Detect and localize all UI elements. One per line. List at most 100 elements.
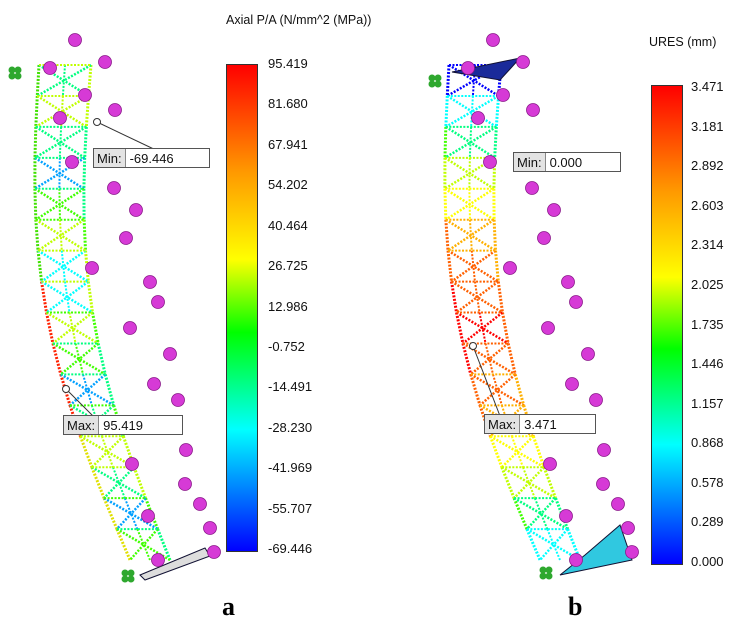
- fixture-marker: [121, 569, 135, 583]
- colorbar-tick-label: 95.419: [268, 56, 308, 71]
- load-marker: [68, 33, 82, 47]
- truss-member: [443, 188, 448, 220]
- truss-member: [36, 250, 44, 282]
- truss-member: [455, 311, 509, 345]
- min-key-b: Min:: [514, 153, 546, 171]
- load-marker: [543, 457, 557, 471]
- load-marker: [53, 111, 67, 125]
- truss-member: [494, 250, 500, 282]
- truss-member: [78, 435, 94, 468]
- truss-member: [35, 94, 90, 128]
- truss-member: [69, 373, 107, 407]
- min-callout-a: Min: -69.446: [93, 148, 210, 168]
- max-key-b: Max:: [485, 415, 521, 433]
- truss-member: [492, 219, 498, 251]
- load-marker: [203, 521, 217, 535]
- truss-member: [40, 281, 48, 313]
- fixture-marker: [8, 66, 22, 80]
- colorbar-tick-label: 2.314: [691, 237, 724, 253]
- truss-member: [35, 64, 41, 97]
- truss-member: [83, 126, 88, 158]
- truss-member: [539, 528, 569, 561]
- truss-member: [531, 435, 546, 468]
- colorbar-tick-label: 1.157: [691, 395, 724, 411]
- load-marker: [43, 61, 57, 75]
- load-marker: [107, 181, 121, 195]
- truss-member: [68, 404, 82, 437]
- colorbar-tick-label: -14.491: [268, 379, 313, 395]
- truss-member: [542, 466, 557, 499]
- load-and-fixture-markers: [8, 33, 639, 583]
- colorbar-tick-label: 0.578: [691, 474, 724, 490]
- load-marker: [65, 155, 79, 169]
- truss-member: [38, 63, 90, 97]
- truss-member: [447, 249, 499, 283]
- truss-member: [446, 250, 454, 282]
- truss-member: [100, 435, 114, 468]
- load-marker: [565, 377, 579, 391]
- truss-member: [444, 125, 497, 159]
- load-marker: [581, 347, 595, 361]
- colorbar-tick-label: -41.969: [268, 460, 313, 476]
- colorbar-tick-label: 54.202: [268, 177, 308, 193]
- load-marker: [483, 155, 497, 169]
- truss-member: [448, 63, 500, 97]
- truss-member: [510, 435, 524, 468]
- load-marker: [569, 553, 583, 567]
- callout-leader: [96, 121, 161, 153]
- load-marker: [526, 103, 540, 117]
- truss-member: [91, 312, 100, 344]
- load-marker: [486, 33, 500, 47]
- load-marker: [625, 545, 639, 559]
- max-callout-b: Max: 3.471: [484, 414, 596, 434]
- max-key-a: Max:: [64, 416, 100, 434]
- truss-member: [82, 374, 93, 406]
- truss-member: [52, 342, 106, 376]
- truss-member: [522, 404, 535, 437]
- probe-point: [469, 342, 477, 350]
- truss-member: [34, 156, 86, 190]
- truss-member: [59, 342, 99, 376]
- colorbar-tick-label: 1.735: [691, 316, 724, 332]
- colorbar-tick-label: 67.941: [268, 136, 308, 152]
- load-marker: [611, 497, 625, 511]
- load-marker: [178, 477, 192, 491]
- panel-label-a: a: [222, 592, 235, 621]
- load-marker: [207, 545, 221, 559]
- load-marker: [596, 477, 610, 491]
- truss-member: [500, 405, 513, 437]
- truss-member: [35, 187, 85, 221]
- truss-member: [121, 435, 136, 468]
- truss-member: [82, 219, 88, 251]
- load-marker: [496, 88, 510, 102]
- truss-member: [136, 528, 151, 561]
- load-marker: [129, 203, 143, 217]
- truss-member: [455, 280, 500, 314]
- load-marker: [151, 553, 165, 567]
- colorbar-tick-label: 3.471: [691, 79, 724, 94]
- truss-member: [90, 435, 125, 469]
- truss-member: [444, 95, 449, 127]
- truss-member: [112, 404, 125, 437]
- truss-member: [33, 188, 38, 220]
- truss-member: [450, 249, 497, 283]
- truss-member: [96, 343, 107, 375]
- truss-member: [103, 466, 135, 499]
- callout-leader: [65, 388, 96, 419]
- truss-member: [500, 435, 535, 469]
- truss-member: [496, 281, 504, 313]
- colorbar-tick-label: 0.289: [691, 514, 724, 530]
- load-marker: [516, 55, 530, 69]
- load-marker: [541, 321, 555, 335]
- load-marker: [559, 509, 573, 523]
- truss-member: [462, 311, 504, 345]
- panel-label-b: b: [568, 592, 583, 621]
- load-marker: [589, 393, 603, 407]
- min-callout-b: Min: 0.000: [513, 152, 621, 172]
- colorbar-tick-label: 26.725: [268, 258, 308, 274]
- truss-member: [34, 219, 40, 251]
- max-callout-a: Max: 95.419: [63, 415, 183, 435]
- probe-point: [93, 118, 101, 126]
- load-marker: [471, 111, 485, 125]
- truss-member: [445, 187, 495, 221]
